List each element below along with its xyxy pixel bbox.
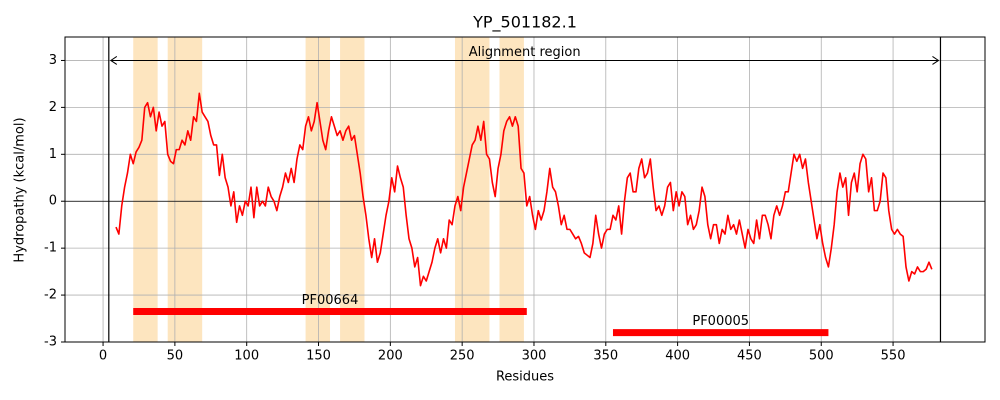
x-tick-label: 550 [881,349,906,364]
x-tick-label: 450 [737,349,762,364]
x-tick-label: 350 [593,349,618,364]
domain-bar [612,329,829,337]
x-tick-label: 400 [665,349,690,364]
y-tick-label: 2 [49,100,57,115]
highlight-region [133,37,158,342]
x-axis-label: Residues [496,370,554,385]
x-tick-label: 50 [167,349,184,364]
y-tick-label: 3 [49,53,57,68]
arrow-head [932,56,940,65]
alignment-label: Alignment region [469,45,581,60]
chart-title: YP_501182.1 [472,13,577,33]
x-tick-label: 250 [450,349,475,364]
arrow-head [109,56,118,65]
y-axis-label: Hydropathy (kcal/mol) [13,117,28,262]
x-tick-label: 150 [306,349,331,364]
x-tick-label: 200 [378,349,403,364]
y-tick-label: 1 [49,147,57,162]
hydropathy-line [115,92,933,287]
x-tick-label: 500 [809,349,834,364]
y-tick-label: -1 [44,241,57,256]
x-tick-label: 100 [234,349,259,364]
highlight-region [340,37,365,342]
domain-label: PF00005 [692,314,749,329]
highlight-region [454,37,490,342]
domain-bar [133,308,527,315]
highlight-region [305,37,331,342]
plot-frame [64,36,986,343]
x-tick-label: 0 [99,349,107,364]
highlight-region [167,37,203,342]
domain-label: PF00664 [302,293,359,308]
y-tick-label: 0 [49,194,57,209]
y-tick-label: -3 [44,335,57,350]
x-tick-label: 300 [522,349,547,364]
y-tick-label: -2 [44,288,57,303]
highlight-region [499,37,524,342]
